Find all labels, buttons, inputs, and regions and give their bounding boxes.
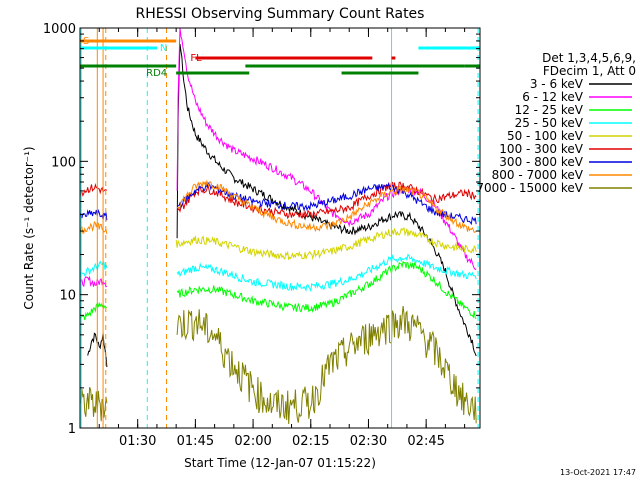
series-line bbox=[175, 227, 477, 261]
plot-frame bbox=[79, 27, 481, 429]
x-tick-label: 01:30 bbox=[119, 434, 156, 449]
series-line bbox=[79, 253, 477, 293]
legend-entry-label: 300 - 800 keV bbox=[499, 155, 583, 169]
series-line bbox=[79, 27, 477, 288]
series-line bbox=[79, 260, 477, 321]
x-tick-label: 02:45 bbox=[407, 434, 444, 449]
y-tick-label: 10 bbox=[59, 289, 76, 304]
legend-entry-label: 50 - 100 keV bbox=[507, 129, 584, 143]
legend-entry-label: 800 - 7000 keV bbox=[492, 168, 584, 182]
footer-timestamp: 13-Oct-2021 17:47 bbox=[560, 468, 636, 477]
legend-entry-label: 100 - 300 keV bbox=[499, 142, 583, 156]
y-tick-label: 1 bbox=[68, 422, 76, 437]
legend-header: FDecim 1, Att 0 bbox=[543, 64, 636, 78]
x-tick-label: 02:00 bbox=[234, 434, 271, 449]
x-axis-label: Start Time (12-Jan-07 01:15:22) bbox=[184, 456, 376, 470]
flag-bar-label: RD4 bbox=[146, 68, 167, 79]
chart-title: RHESSI Observing Summary Count Rates bbox=[136, 6, 425, 22]
legend: Det 1,3,4,5,6,9,FDecim 1, Att 03 - 6 keV… bbox=[476, 51, 636, 195]
y-tick-label: 1000 bbox=[43, 22, 76, 37]
legend-entry-label: 7000 - 15000 keV bbox=[476, 181, 583, 195]
series-line bbox=[79, 306, 477, 425]
series-line bbox=[79, 181, 477, 220]
flag-bar-label: S bbox=[83, 36, 89, 47]
legend-entry-label: 3 - 6 keV bbox=[530, 77, 584, 91]
flag-bar-label: FL bbox=[190, 53, 202, 64]
x-tick-label: 02:15 bbox=[292, 434, 329, 449]
legend-entry-label: 12 - 25 keV bbox=[515, 103, 584, 117]
legend-header: Det 1,3,4,5,6,9, bbox=[542, 51, 636, 65]
y-axis: 1 10 100 1000 bbox=[43, 22, 480, 437]
flag-bar-label: N bbox=[160, 43, 167, 54]
legend-entry-label: 6 - 12 keV bbox=[522, 90, 584, 104]
x-tick-label: 02:30 bbox=[350, 434, 387, 449]
series-line bbox=[79, 179, 477, 236]
x-tick-label: 01:45 bbox=[177, 434, 214, 449]
legend-entry-label: 25 - 50 keV bbox=[515, 116, 584, 130]
y-tick-label: 100 bbox=[51, 155, 76, 170]
x-axis: 01:30 01:45 02:00 02:15 02:30 02:45 bbox=[79, 28, 466, 449]
y-axis-label: Count Rate (s⁻¹ detector⁻¹) bbox=[22, 146, 36, 309]
plot-area: S N FL RD4 bbox=[79, 27, 480, 428]
